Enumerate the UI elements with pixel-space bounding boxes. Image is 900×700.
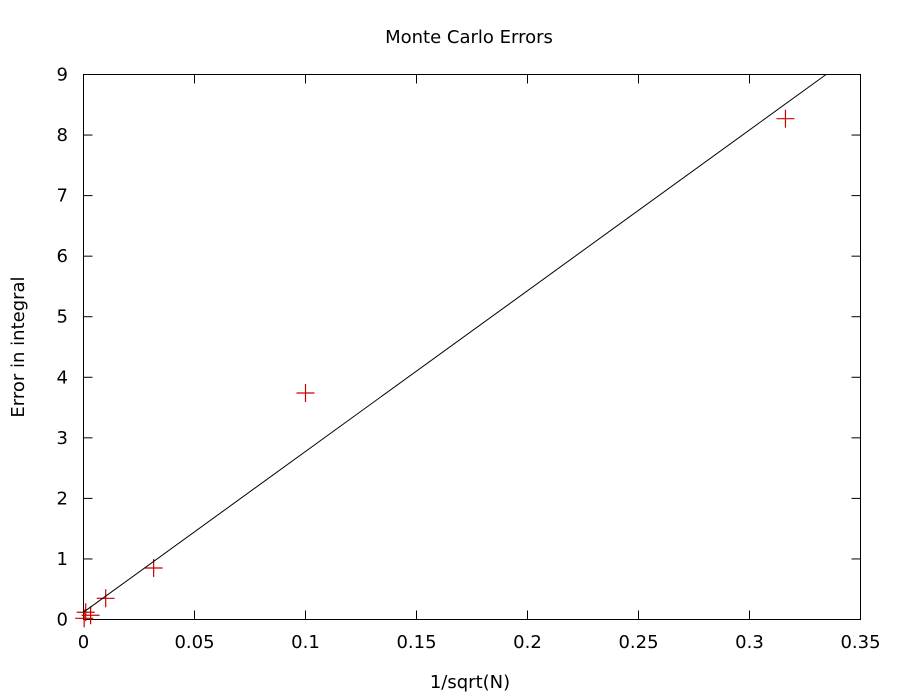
y-tick-label: 5 [57,307,68,328]
plot-frame [83,74,861,620]
data-point [96,589,115,608]
x-tick-label: 0.25 [618,632,658,653]
y-tick-label: 2 [57,488,68,509]
x-tick-label: 0 [78,632,89,653]
data-point [776,109,795,128]
x-axis-label: 1/sqrt(N) [430,672,510,693]
x-tick-label: 0.2 [513,632,542,653]
x-tick-label: 0.15 [396,632,436,653]
y-tick-label: 4 [57,367,68,388]
y-axis-label: Error in integral [8,276,29,417]
x-axis: 0 0.05 0.1 0.15 0.2 0.25 0.3 0.35 [78,74,881,653]
y-tick-label: 0 [57,610,68,631]
y-tick-label: 7 [57,186,68,207]
x-tick-label: 0.3 [735,632,764,653]
y-tick-label: 1 [57,549,68,570]
data-point [296,384,315,403]
data-point [144,559,163,578]
y-axis: 0 1 2 3 4 5 6 7 8 9 [57,65,861,631]
y-tick-label: 6 [57,246,68,267]
y-tick-label: 9 [57,65,68,86]
plot-area [75,74,827,628]
chart-title: Monte Carlo Errors [385,27,553,48]
y-tick-label: 3 [57,428,68,449]
x-tick-label: 0.35 [840,632,880,653]
x-tick-label: 0.1 [291,632,320,653]
x-tick-label: 0.05 [174,632,214,653]
y-tick-label: 8 [57,125,68,146]
fit-line [83,74,827,613]
